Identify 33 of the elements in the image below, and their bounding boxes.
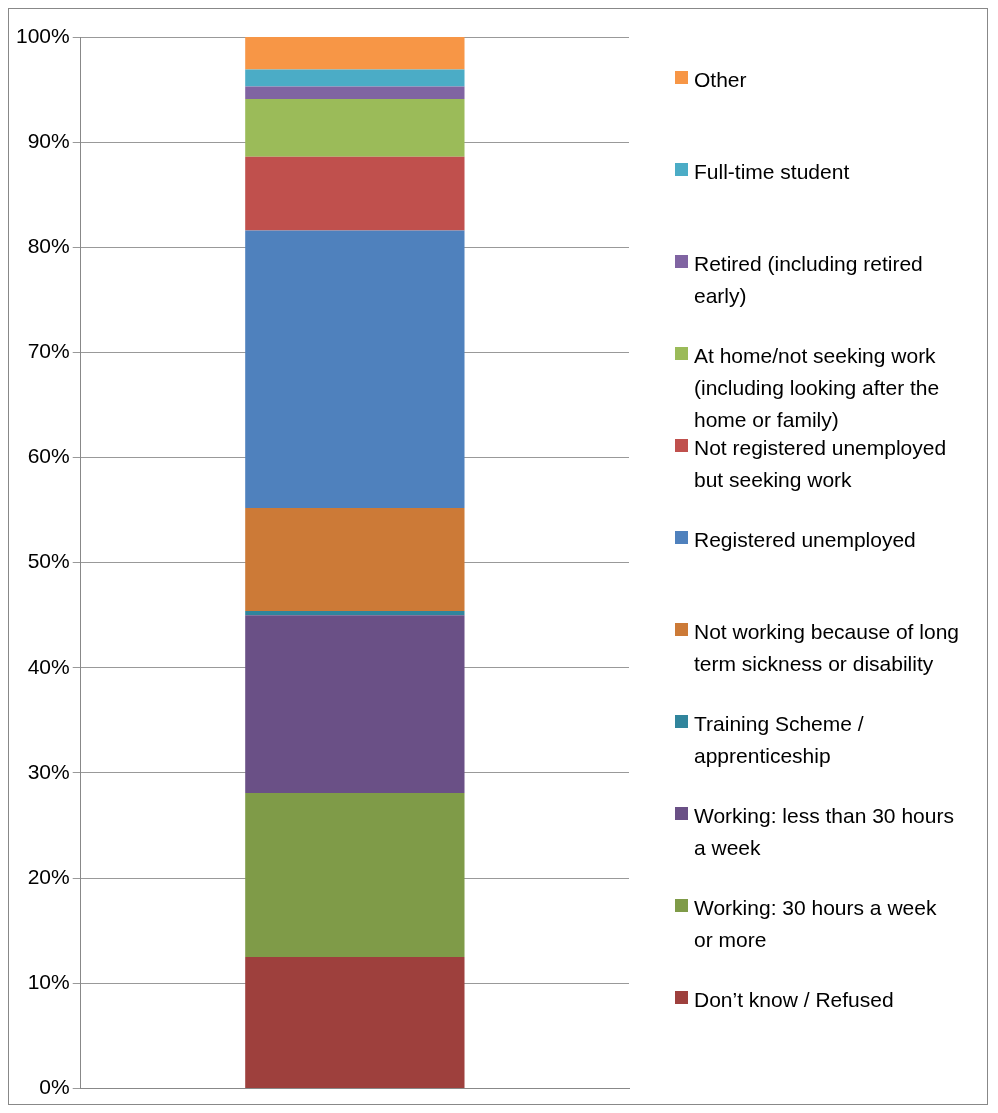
y-tick-label: 70% (27, 339, 70, 363)
legend-label: Other (694, 67, 747, 93)
y-tick-label: 40% (27, 654, 70, 678)
bar (245, 156, 465, 231)
y-tick-label: 0% (39, 1075, 70, 1099)
legend-label: Registered unemployed (694, 527, 916, 553)
y-tick-label: 10% (27, 970, 70, 994)
y-tick-label: 50% (27, 549, 70, 573)
y-tick-label: 60% (27, 444, 70, 468)
legend-label: Not registered unemployed but seeking work (694, 435, 948, 493)
y-tick-label: 80% (27, 234, 70, 258)
legend-label: Full-time student (694, 159, 850, 185)
legend-label: At home/not seeking work (including looking after the home or family) (694, 343, 941, 433)
bar (245, 99, 465, 157)
legend-label: Working: 30 hours a week or more (694, 895, 938, 953)
y-tick-label: 30% (27, 759, 70, 783)
bar (245, 508, 465, 612)
legend-label: Not working because of long term sickness or disability (694, 619, 959, 677)
y-tick-label: 20% (27, 864, 70, 888)
bar (245, 792, 465, 957)
bar (245, 230, 465, 509)
bar (245, 615, 465, 793)
legend-label: Don’t know / Refused (694, 987, 894, 1013)
y-tick-label: 90% (27, 128, 70, 152)
bar (245, 956, 465, 1088)
y-tick-label: 100% (15, 23, 70, 47)
bar (245, 69, 465, 87)
bar (245, 86, 465, 100)
legend-label: Training Scheme / apprenticeship (694, 711, 865, 769)
legend-label: Working: less than 30 hours a week (694, 803, 955, 861)
legend-label: Retired (including retired early) (694, 251, 924, 309)
bar (245, 611, 465, 616)
bar (245, 37, 465, 70)
